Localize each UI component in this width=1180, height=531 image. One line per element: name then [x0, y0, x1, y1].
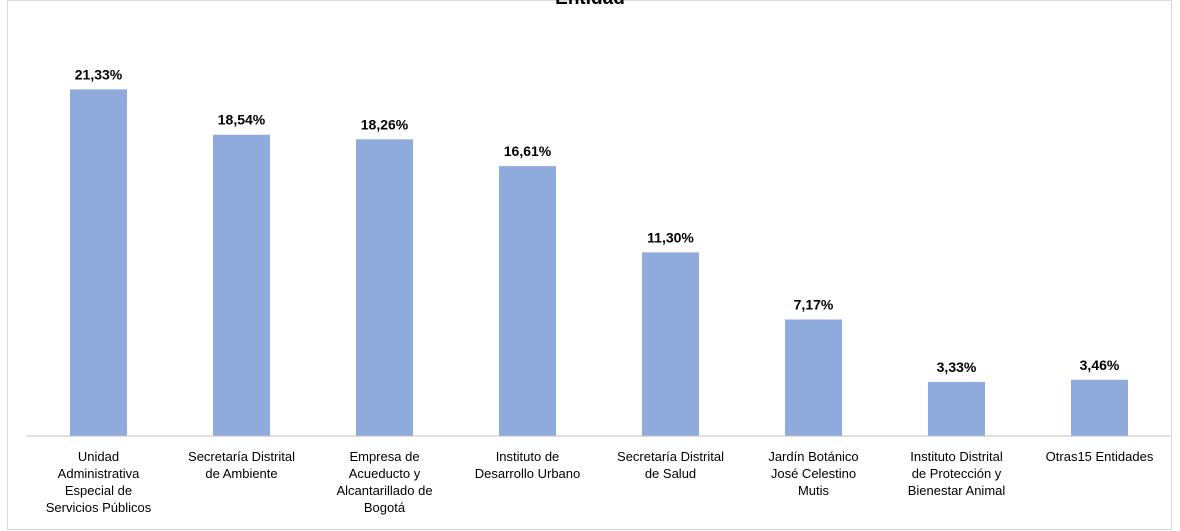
- x-tick-label-line: de Protección y: [912, 466, 1002, 481]
- value-label: 3,33%: [937, 359, 977, 375]
- x-tick-label-line: Instituto de: [496, 449, 560, 464]
- x-tick-label: Jardín Botánico José Celestino Mutis: [768, 449, 858, 498]
- value-label: 21,33%: [75, 66, 123, 82]
- value-label: 18,54%: [218, 112, 266, 128]
- x-tick-label: Instituto Distrital de Protección y Bienes…: [908, 449, 1006, 498]
- chart-border: [7, 0, 1172, 530]
- bar: [356, 139, 413, 436]
- x-tick-label-line: Acueducto y: [349, 466, 421, 481]
- x-tick-label: Unidad Administrativa Especial de Servicios…: [46, 449, 152, 515]
- value-label: 16,61%: [504, 143, 552, 159]
- chart-title: Entidad: [555, 0, 625, 9]
- x-tick-label-line: Especial de: [65, 483, 132, 498]
- bar: [785, 319, 842, 436]
- bar: [213, 134, 270, 436]
- value-label: 11,30%: [647, 229, 694, 245]
- bar: [928, 381, 985, 436]
- x-tick-label-line: José Celestino: [771, 466, 856, 481]
- x-tick-label-line: Secretaría Distrital: [617, 449, 724, 464]
- x-tick-label-line: Mutis: [798, 483, 830, 498]
- x-tick-label: Secretaría Distrital de Salud: [617, 449, 724, 481]
- x-tick-label-line: de Ambiente: [205, 466, 277, 481]
- x-tick-label-line: Otras15 Entidades: [1046, 449, 1154, 464]
- x-tick-label-line: Secretaría Distrital: [188, 449, 295, 464]
- x-tick-label-line: Jardín Botánico: [768, 449, 858, 464]
- x-tick-label-line: Empresa de: [349, 449, 419, 464]
- bar: [1071, 379, 1128, 436]
- x-tick-label: Instituto de Desarrollo Urbano: [475, 449, 581, 481]
- x-tick-label: Secretaría Distrital de Ambiente: [188, 449, 295, 481]
- bar: [499, 166, 556, 436]
- x-tick-label-line: Administrativa: [58, 466, 140, 481]
- x-tick-label-line: Alcantarillado de: [336, 483, 432, 498]
- bar: [642, 252, 699, 436]
- bar: [70, 89, 127, 436]
- x-tick-label-line: de Salud: [645, 466, 696, 481]
- x-tick-label: Empresa de Acueducto y Alcantarillado de Bo…: [336, 449, 432, 515]
- x-tick-label-line: Desarrollo Urbano: [475, 466, 581, 481]
- value-label: 7,17%: [794, 296, 834, 312]
- x-tick-label-line: Instituto Distrital: [910, 449, 1003, 464]
- value-label: 18,26%: [361, 116, 409, 132]
- value-label: 3,46%: [1080, 357, 1120, 373]
- x-tick-label-line: Servicios Públicos: [46, 500, 152, 515]
- x-tick-label: Otras15 Entidades: [1046, 449, 1154, 464]
- x-tick-label-line: Unidad: [78, 449, 119, 464]
- x-tick-label-line: Bogotá: [364, 500, 406, 515]
- x-tick-label-line: Bienestar Animal: [908, 483, 1006, 498]
